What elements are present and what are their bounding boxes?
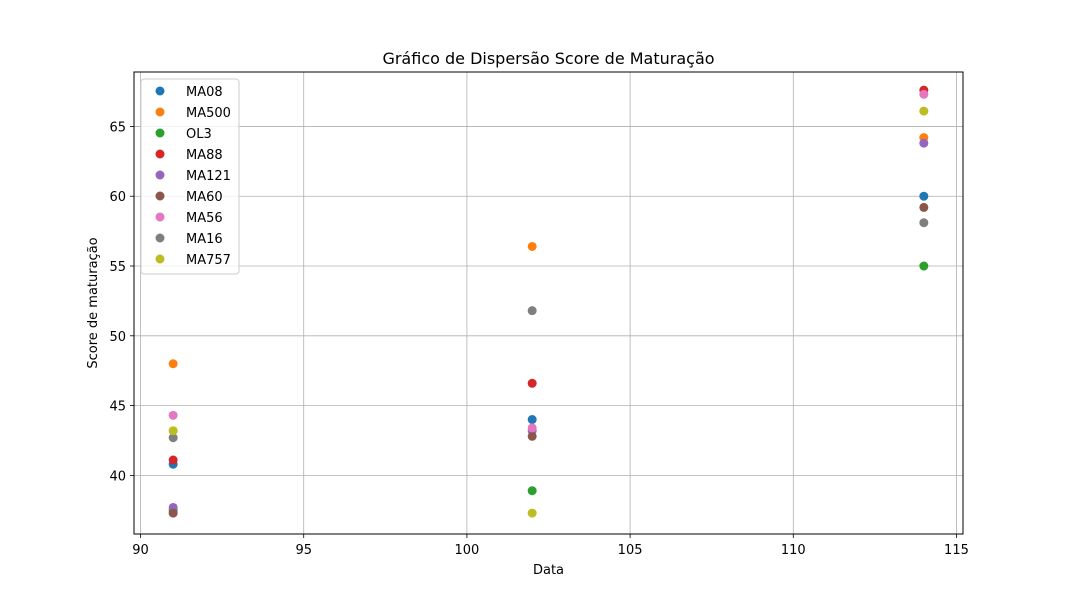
chart-title: Gráfico de Dispersão Score de Maturação bbox=[382, 49, 714, 68]
legend-marker-ma08 bbox=[155, 86, 165, 96]
legend-marker-ol3 bbox=[155, 128, 165, 138]
y-axis-ticks: 40 45 50 55 60 65 bbox=[109, 120, 134, 484]
data-point-ma757 bbox=[919, 106, 929, 116]
legend-label: MA757 bbox=[186, 253, 231, 268]
x-tick-label: 100 bbox=[454, 543, 479, 558]
y-tick-label: 50 bbox=[109, 330, 126, 345]
data-point-ma500 bbox=[527, 241, 537, 251]
data-point-ma757 bbox=[527, 508, 537, 518]
x-axis-label: Data bbox=[533, 563, 564, 578]
y-axis-label: Score de maturação bbox=[86, 237, 101, 368]
x-tick-label: 95 bbox=[295, 543, 312, 558]
data-point-ma56 bbox=[527, 423, 537, 433]
x-tick-label: 115 bbox=[944, 543, 969, 558]
legend: MA08 MA500 OL3 MA88 MA121 MA60 MA56 MA16 MA757 bbox=[140, 78, 240, 275]
y-tick-label: 65 bbox=[109, 120, 126, 135]
legend-frame bbox=[140, 78, 240, 275]
legend-label: MA121 bbox=[186, 169, 231, 184]
data-point-ma121 bbox=[919, 138, 929, 148]
legend-marker-ma60 bbox=[155, 191, 165, 201]
legend-marker-ma121 bbox=[155, 170, 165, 180]
data-point-ma08 bbox=[919, 191, 929, 201]
data-point-ma16 bbox=[919, 218, 929, 228]
x-tick-label: 110 bbox=[781, 543, 806, 558]
data-point-ma16 bbox=[168, 433, 178, 443]
data-point-ma56 bbox=[919, 89, 929, 99]
data-point-ma60 bbox=[527, 431, 537, 441]
legend-marker-ma88 bbox=[155, 149, 165, 159]
plot-area-frame bbox=[133, 71, 964, 535]
y-tick-label: 60 bbox=[109, 190, 126, 205]
legend-label: MA88 bbox=[186, 148, 223, 163]
data-points bbox=[168, 85, 929, 518]
legend-marker-ma500 bbox=[155, 107, 165, 117]
data-point-ma500 bbox=[168, 359, 178, 369]
y-tick-label: 45 bbox=[109, 400, 126, 415]
data-point-ma60 bbox=[919, 202, 929, 212]
legend-label: MA500 bbox=[186, 106, 231, 121]
legend-label: MA16 bbox=[186, 232, 223, 247]
legend-marker-ma757 bbox=[155, 254, 165, 264]
data-point-ma60 bbox=[168, 508, 178, 518]
legend-marker-ma56 bbox=[155, 212, 165, 222]
legend-marker-ma16 bbox=[155, 233, 165, 243]
y-tick-label: 55 bbox=[109, 260, 126, 275]
data-point-ma88 bbox=[168, 455, 178, 465]
legend-label: MA08 bbox=[186, 85, 223, 100]
x-tick-label: 90 bbox=[132, 543, 149, 558]
legend-label: OL3 bbox=[186, 127, 212, 142]
data-point-ma08 bbox=[527, 415, 537, 425]
data-point-ma88 bbox=[527, 378, 537, 388]
legend-label: MA60 bbox=[186, 190, 223, 205]
grid-lines bbox=[134, 72, 963, 534]
y-tick-label: 40 bbox=[109, 469, 126, 484]
data-point-ol3 bbox=[919, 261, 929, 271]
data-point-ma56 bbox=[168, 410, 178, 420]
data-point-ma757 bbox=[168, 426, 178, 436]
data-point-ma16 bbox=[527, 306, 537, 316]
x-axis-ticks: 90 95 100 105 110 115 bbox=[132, 534, 969, 558]
data-point-ol3 bbox=[527, 486, 537, 496]
legend-label: MA56 bbox=[186, 211, 223, 226]
x-tick-label: 105 bbox=[618, 543, 643, 558]
